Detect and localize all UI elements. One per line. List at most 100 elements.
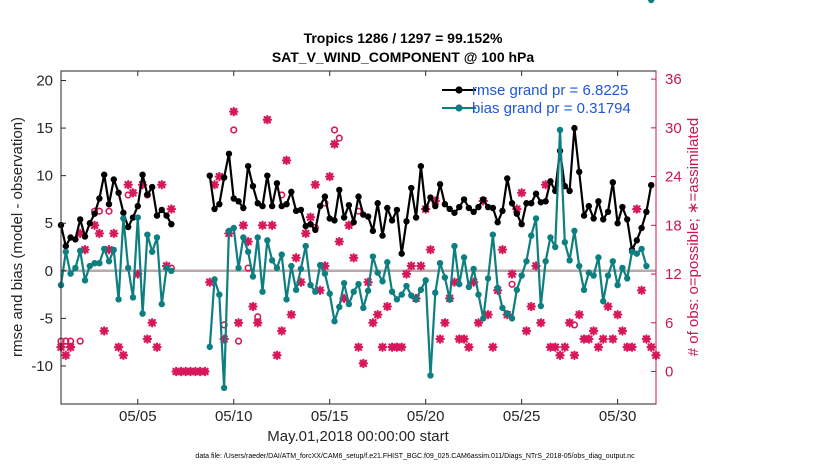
bias-data-point [504, 310, 511, 317]
rmse-data-point [547, 178, 554, 185]
data-file-footer: data file: /Users/raeder/DAI/ATM_forcXX/… [195, 453, 635, 460]
asterisk-stroke [239, 221, 248, 230]
obs-assimilated-marker [488, 342, 498, 352]
bias-data-point [547, 234, 554, 241]
rmse-data-point [364, 213, 372, 220]
bias-data-point [278, 251, 285, 258]
asterisk-stroke [561, 343, 569, 351]
bias-data-point [249, 273, 257, 280]
obs-assimilated-marker [636, 285, 647, 295]
obs-assimilated-marker [94, 228, 105, 239]
bias-data-point [220, 384, 228, 392]
bias-data-point [451, 242, 458, 250]
bias-data-point [369, 253, 377, 260]
bias-data-point [225, 227, 233, 235]
asterisk-stroke [589, 327, 598, 335]
rmse-data-point [67, 234, 74, 241]
asterisk-stroke [325, 172, 334, 181]
obs-assimilated-marker [305, 212, 316, 222]
rmse-data-point [436, 181, 444, 188]
obs-assimilated-marker [123, 180, 133, 190]
bias-data-point [244, 248, 252, 255]
rmse-data-point [480, 196, 487, 203]
bias-data-point [537, 302, 545, 310]
asterisk-stroke [148, 318, 156, 327]
bias-data-point [340, 279, 348, 287]
bias-data-point [422, 277, 429, 284]
obs-possible-marker [330, 126, 339, 134]
bias-data-point [408, 292, 415, 299]
bias-data-point [398, 291, 405, 298]
legend-rmse-marker [455, 86, 463, 94]
asterisk-stroke [436, 335, 444, 343]
bias-data-point [316, 261, 324, 269]
rmse-data-point [76, 216, 84, 223]
rmse-data-point [633, 237, 641, 244]
bias-data-point [240, 234, 247, 241]
asterisk-stroke [637, 286, 646, 295]
obs-assimilated-marker [440, 318, 450, 328]
asterisk-stroke [297, 278, 305, 286]
asterisk-stroke [306, 213, 315, 221]
bias-data-point [600, 298, 607, 305]
bias-data-point [163, 264, 170, 272]
rmse-data-point [96, 195, 103, 202]
bias-data-point [499, 304, 506, 312]
rmse-data-point [345, 201, 353, 209]
rmse-data-point [81, 233, 89, 240]
asterisk-stroke [575, 310, 584, 319]
rmse-data-point [489, 204, 497, 212]
bias-data-point [552, 243, 559, 251]
bias-data-point [259, 288, 266, 295]
asterisk-stroke [460, 335, 468, 343]
bias-data-point [643, 262, 650, 270]
asterisk-stroke [359, 359, 368, 368]
rmse-data-point [566, 187, 573, 195]
bias-data-point [67, 270, 74, 277]
rmse-data-point [292, 207, 300, 215]
asterisk-stroke [628, 343, 636, 351]
rmse-data-point [307, 220, 314, 228]
obs-assimilated-marker [200, 366, 210, 377]
asterisk-stroke [114, 343, 123, 351]
asterisk-stroke [277, 327, 286, 335]
bias-data-point [273, 264, 281, 272]
asterisk-stroke [143, 335, 152, 343]
asterisk-stroke [517, 189, 526, 197]
obs-assimilated-marker [353, 342, 364, 352]
obs-assimilated-marker [157, 180, 167, 190]
asterisk-stroke [61, 351, 70, 360]
rmse-data-point [460, 196, 468, 203]
bias-data-point [297, 265, 305, 273]
y-tick-label: -10 [31, 358, 53, 375]
asterisk-stroke [522, 327, 531, 335]
rmse-data-point [537, 199, 545, 206]
bias-data-point [336, 303, 343, 311]
obs-assimilated-marker [272, 350, 282, 360]
asterisk-stroke [95, 229, 104, 238]
bias-data-point [105, 258, 113, 265]
obs-assimilated-marker [569, 350, 580, 360]
asterisk-stroke [565, 318, 574, 327]
rmse-data-point [316, 202, 324, 210]
bias-data-point [566, 257, 573, 264]
y-tick-label-right: 6 [665, 315, 673, 332]
bias-data-point [489, 231, 497, 238]
bias-data-point [484, 275, 492, 282]
asterisk-stroke [594, 343, 603, 351]
y-tick-label-right: 30 [665, 120, 682, 137]
asterisk-stroke [441, 318, 449, 327]
obs-assimilated-marker [248, 301, 258, 312]
y-tick-label: 15 [36, 120, 53, 137]
asterisk-stroke [282, 156, 291, 165]
asterisk-stroke [292, 254, 300, 262]
obs-assimilated-marker [238, 220, 249, 231]
y-axis-label-right: # of obs: o=possible; ∗=assimilated [685, 118, 702, 357]
bias-data-point [393, 296, 401, 303]
obs-assimilated-marker [358, 358, 368, 369]
obs-possible-marker [234, 337, 243, 345]
bias-data-point [211, 276, 218, 283]
asterisk-stroke [263, 115, 272, 124]
bias-data-point [571, 227, 578, 235]
rmse-data-point [110, 176, 117, 183]
